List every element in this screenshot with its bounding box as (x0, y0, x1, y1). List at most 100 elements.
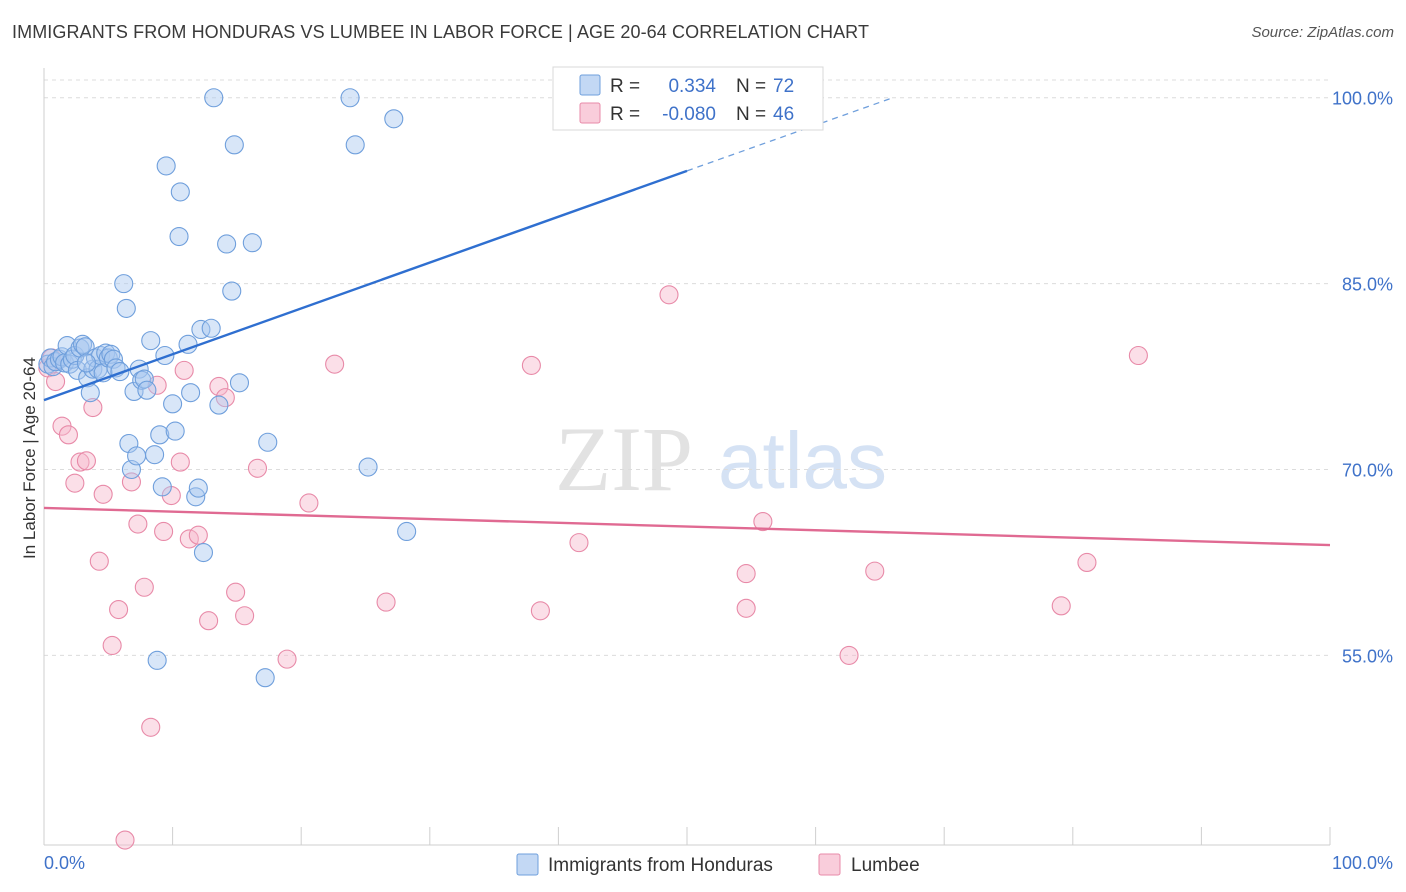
y-tick-label: 100.0% (1332, 89, 1393, 109)
x-tick-label: 0.0% (44, 853, 85, 873)
x-axis: 0.0% 100.0% (43, 827, 1393, 873)
lumbee-trend-line (43, 506, 1331, 547)
lumbee-point (102, 635, 122, 656)
honduras-point (224, 135, 244, 155)
lumbee-point (736, 564, 756, 584)
honduras-point (229, 373, 250, 393)
watermark-zip: ZIP (555, 408, 693, 510)
lumbee-point (521, 355, 541, 375)
lumbee-point (209, 376, 229, 397)
lumbee-point (188, 525, 208, 545)
legend-swatch-immigrants-from-honduras (516, 853, 539, 876)
honduras-points (38, 88, 581, 688)
watermark: ZIP atlas (555, 408, 887, 510)
y-tick-labels: 55.0% 70.0% 85.0% 100.0% (1332, 89, 1393, 667)
honduras-point (345, 135, 365, 155)
y-tick-label: 70.0% (1342, 461, 1393, 481)
legend-n-value-1: 72 (773, 76, 794, 97)
honduras-point (110, 362, 130, 382)
honduras-point (141, 331, 161, 351)
legend-r-value-2: -0.080 (662, 104, 716, 125)
lumbee-point (736, 598, 756, 618)
honduras-point (134, 369, 154, 389)
lumbee-point (753, 512, 773, 532)
lumbee-point (247, 458, 268, 478)
honduras-point (217, 234, 237, 254)
legend-swatch-honduras (579, 74, 601, 96)
legend-n-label-2: N = (736, 104, 766, 125)
honduras-point (258, 432, 278, 452)
lumbee-point (659, 285, 679, 305)
lumbee-point (325, 354, 345, 374)
legend-r-value-1: 0.334 (668, 76, 716, 97)
lumbee-point (215, 388, 235, 408)
source-note: Source: ZipAtlas.com (1251, 24, 1394, 41)
legend-swatch-lumbee (579, 102, 601, 124)
trend-lines (43, 97, 1331, 547)
honduras-point (156, 156, 176, 176)
y-axis-label: In Labor Force | Age 20-64 (20, 357, 39, 559)
honduras-point (191, 319, 211, 340)
lumbee-point (235, 606, 255, 626)
lumbee-point (299, 493, 319, 513)
lumbee-point (1051, 596, 1071, 616)
honduras-point (152, 477, 172, 497)
lumbee-point (93, 484, 113, 504)
lumbee-point (839, 645, 859, 665)
lumbee-point (134, 577, 154, 597)
honduras-point (209, 395, 229, 415)
lumbee-point (530, 601, 550, 621)
lumbee-point (174, 360, 194, 380)
lumbee-point (115, 830, 135, 850)
lumbee-point (569, 533, 589, 553)
honduras-point (340, 88, 360, 108)
gridlines (44, 79, 1330, 656)
y-tick-label: 55.0% (1342, 646, 1393, 666)
honduras-point (165, 421, 185, 441)
lumbee-point (89, 551, 109, 571)
legend-label-lumbee: Lumbee (851, 855, 920, 876)
lumbee-point (141, 717, 161, 737)
legend-label-immigrants-from-honduras: Immigrants from Honduras (548, 855, 773, 876)
lumbee-point (865, 561, 885, 581)
legend-r-label-2: R = (610, 104, 640, 125)
honduras-point (62, 349, 82, 369)
honduras-point (201, 318, 221, 338)
honduras-trend-line (43, 169, 688, 402)
x-tick-label: 100.0% (1332, 853, 1393, 873)
honduras-point (145, 445, 165, 465)
lumbee-point (76, 451, 96, 471)
honduras-trend-extension (686, 97, 893, 172)
legend-n-label-1: N = (736, 76, 766, 97)
lumbee-point (46, 371, 66, 392)
honduras-point (222, 281, 242, 301)
honduras-point (114, 274, 134, 294)
lumbee-point (1077, 552, 1097, 573)
lumbee-point (154, 521, 174, 542)
honduras-point (137, 380, 157, 400)
honduras-point (147, 650, 167, 670)
lumbee-point (109, 599, 129, 620)
honduras-point (163, 394, 183, 414)
correlation-legend: R = 0.334 N = 72 R = -0.080 N = 46 (552, 66, 824, 131)
honduras-point (169, 226, 189, 247)
honduras-point (204, 88, 224, 108)
series-legend: Immigrants from Honduras Lumbee (516, 853, 920, 876)
honduras-point (116, 298, 136, 318)
chart-title: IMMIGRANTS FROM HONDURAS VS LUMBEE IN LA… (12, 22, 870, 42)
lumbee-point (70, 452, 90, 472)
honduras-point (150, 425, 170, 445)
honduras-point (73, 334, 93, 354)
legend-swatch-lumbee-bottom (818, 853, 841, 876)
watermark-atlas: atlas (718, 416, 887, 505)
honduras-point (170, 182, 190, 202)
honduras-point (255, 668, 275, 688)
legend-n-value-2: 46 (773, 104, 794, 125)
lumbee-point (128, 514, 148, 534)
honduras-point (193, 542, 214, 563)
lumbee-point (376, 592, 396, 612)
lumbee-point (170, 452, 190, 472)
honduras-point (155, 345, 175, 366)
lumbee-point (58, 425, 78, 445)
